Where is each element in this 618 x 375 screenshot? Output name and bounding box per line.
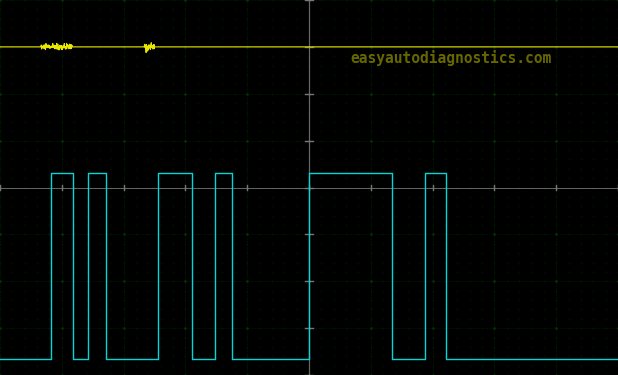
Text: easyautodiagnostics.com: easyautodiagnostics.com bbox=[350, 50, 552, 66]
